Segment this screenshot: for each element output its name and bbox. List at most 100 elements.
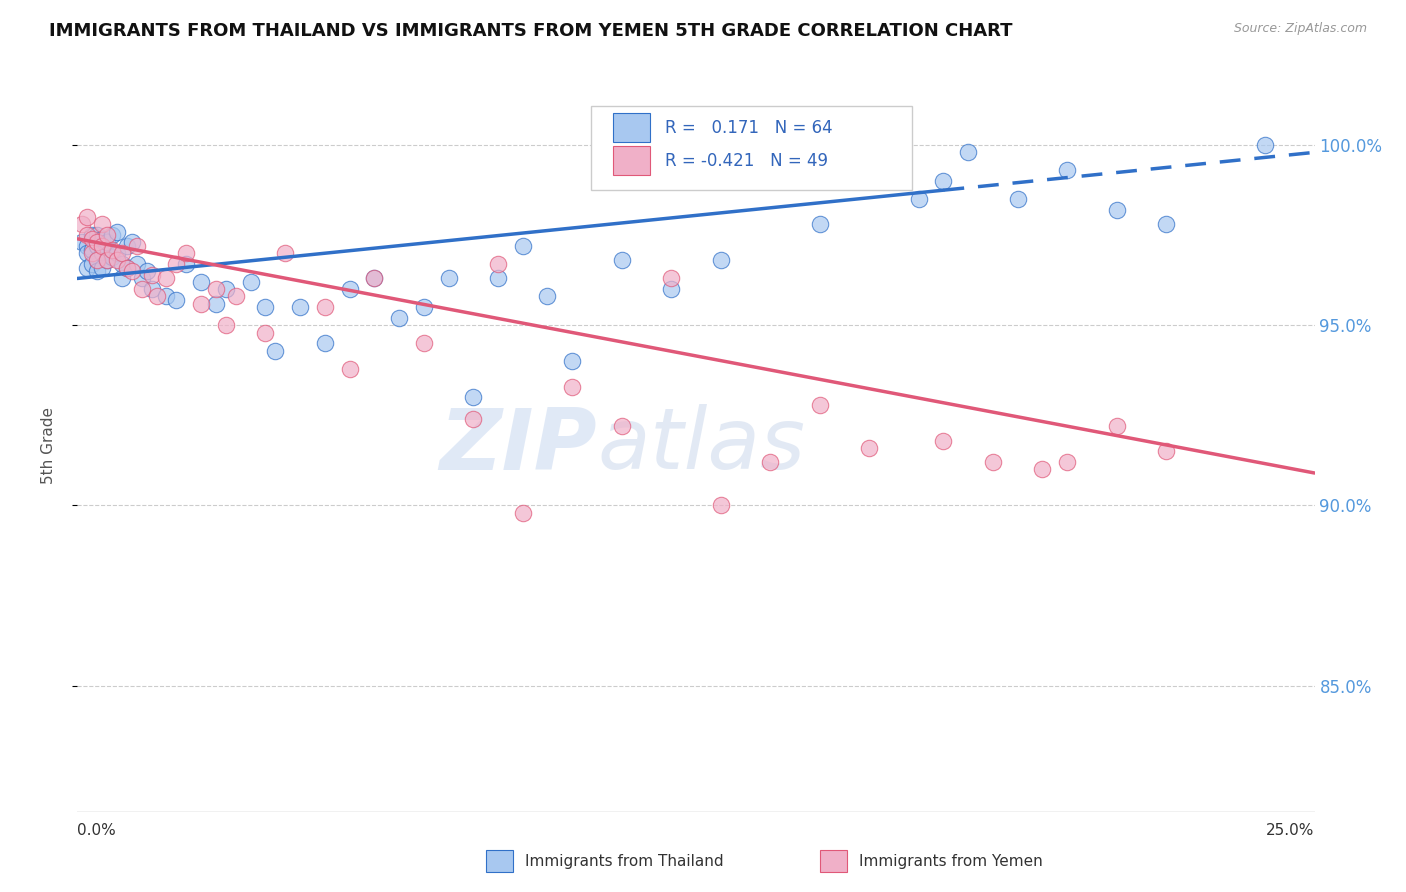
Point <box>135 264 157 278</box>
Point <box>86 239 108 253</box>
Bar <box>485 850 513 872</box>
Point <box>932 434 955 448</box>
Point <box>808 218 831 232</box>
Point <box>76 260 98 275</box>
Point <box>76 246 98 260</box>
Point <box>76 210 98 224</box>
Point <box>190 275 212 289</box>
Point <box>91 246 114 260</box>
Point <box>141 268 163 282</box>
Point <box>610 419 633 434</box>
Point <box>1154 218 1177 232</box>
Point <box>86 235 108 250</box>
Point <box>82 246 104 260</box>
Point <box>72 235 94 250</box>
Point <box>155 289 177 303</box>
Point <box>174 257 197 271</box>
Point <box>111 246 134 260</box>
Point <box>215 282 238 296</box>
Point <box>1007 192 1029 206</box>
Point <box>659 282 682 296</box>
Point <box>101 228 124 243</box>
Point <box>145 289 167 303</box>
Point <box>486 257 509 271</box>
Point <box>710 499 733 513</box>
Point <box>72 218 94 232</box>
Text: 25.0%: 25.0% <box>1267 822 1315 838</box>
Point <box>91 218 114 232</box>
Point <box>96 228 118 243</box>
Point <box>125 239 148 253</box>
Point <box>115 239 138 253</box>
Point <box>907 192 929 206</box>
Point <box>131 282 153 296</box>
Point <box>932 174 955 188</box>
Point <box>91 260 114 275</box>
Bar <box>820 850 846 872</box>
Point <box>215 318 238 333</box>
Point <box>610 253 633 268</box>
Point <box>254 300 277 314</box>
Point <box>388 311 411 326</box>
Point <box>111 271 134 285</box>
Point <box>141 282 163 296</box>
Point <box>96 235 118 250</box>
Bar <box>613 146 650 176</box>
Point <box>412 336 434 351</box>
Point <box>131 271 153 285</box>
Point <box>288 300 311 314</box>
Point <box>1031 462 1053 476</box>
Point <box>82 228 104 243</box>
Point <box>174 246 197 260</box>
Y-axis label: 5th Grade: 5th Grade <box>42 408 56 484</box>
Point <box>239 275 262 289</box>
Point <box>363 271 385 285</box>
Point <box>101 250 124 264</box>
Point <box>339 282 361 296</box>
Text: Source: ZipAtlas.com: Source: ZipAtlas.com <box>1233 22 1367 36</box>
Point <box>536 289 558 303</box>
Text: atlas: atlas <box>598 404 806 488</box>
Point <box>1105 419 1128 434</box>
Point <box>412 300 434 314</box>
Point <box>339 361 361 376</box>
Point <box>86 253 108 268</box>
Point <box>86 253 108 268</box>
Point <box>1105 202 1128 217</box>
Point <box>710 253 733 268</box>
Point <box>190 296 212 310</box>
Point <box>121 264 143 278</box>
Point <box>105 246 128 260</box>
Point <box>274 246 297 260</box>
Point <box>463 412 485 426</box>
Point <box>486 271 509 285</box>
Point <box>82 243 104 257</box>
Point <box>86 264 108 278</box>
Point <box>512 239 534 253</box>
Point <box>76 239 98 253</box>
Text: R = -0.421   N = 49: R = -0.421 N = 49 <box>665 152 828 169</box>
Point <box>808 398 831 412</box>
Point <box>437 271 460 285</box>
Point <box>561 354 583 368</box>
Point <box>264 343 287 358</box>
Point <box>76 228 98 243</box>
Text: Immigrants from Yemen: Immigrants from Yemen <box>859 854 1043 869</box>
Bar <box>613 113 650 143</box>
Point <box>165 293 187 307</box>
Point <box>111 257 134 271</box>
Point <box>463 390 485 404</box>
Point <box>1056 163 1078 178</box>
Point <box>91 239 114 253</box>
Text: 0.0%: 0.0% <box>77 822 117 838</box>
Point <box>858 156 880 170</box>
Point <box>121 235 143 250</box>
Point <box>82 232 104 246</box>
Point <box>105 253 128 268</box>
Point <box>1056 455 1078 469</box>
Point <box>759 455 782 469</box>
Point <box>96 253 118 268</box>
Point <box>981 455 1004 469</box>
Point <box>101 243 124 257</box>
Point <box>165 257 187 271</box>
